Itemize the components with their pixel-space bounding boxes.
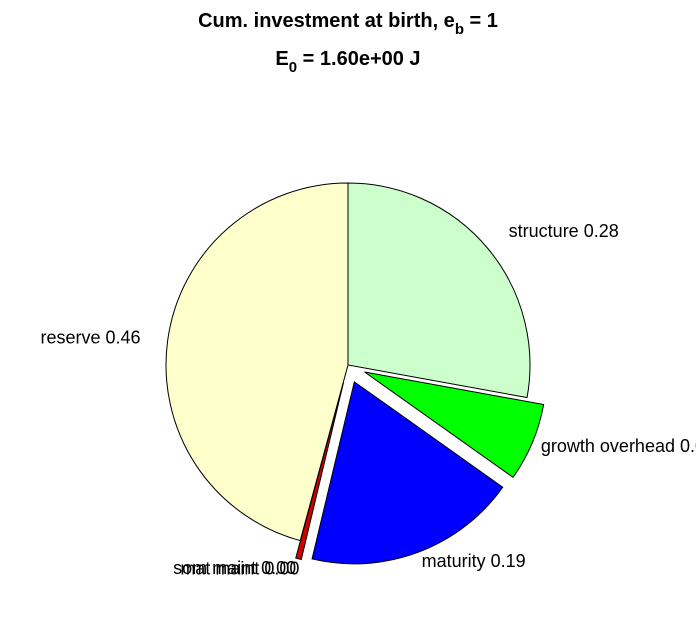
pie-label-growth-overhead: growth overhead 0.07	[541, 436, 696, 456]
chart-title-line1-tail: = 1	[464, 10, 498, 32]
pie-slice-maturity	[311, 381, 504, 565]
chart-title-line2-sub: 0	[289, 59, 297, 76]
chart-title-line1-main: Cum. investment at birth, e	[198, 10, 455, 32]
pie-label-reserve: reserve 0.46	[40, 327, 140, 347]
pie-slice-structure	[347, 182, 531, 399]
pie-label-structure: structure 0.28	[509, 221, 619, 241]
pie-label-maturity: maturity 0.19	[422, 551, 526, 571]
pie-label-mat-maint: mat maint 0.00	[180, 559, 299, 579]
chart-title-line1-sub: b	[455, 21, 464, 38]
pie-slices	[165, 182, 545, 565]
chart-title-line2-main: E	[275, 48, 288, 70]
chart-title-line2: E0 = 1.60e+00 J	[275, 48, 420, 76]
pie-label-som-maint: som maint 0.00	[173, 558, 296, 578]
chart-title-line1: Cum. investment at birth, eb = 1	[198, 10, 498, 38]
chart-title-line2-tail: = 1.60e+00 J	[297, 48, 420, 70]
pie-labels: structure 0.28 growth overhead 0.07 maturi…	[40, 221, 696, 579]
pie-slice-growth-overhead	[364, 371, 545, 479]
pie-slice-reserve	[165, 182, 349, 542]
